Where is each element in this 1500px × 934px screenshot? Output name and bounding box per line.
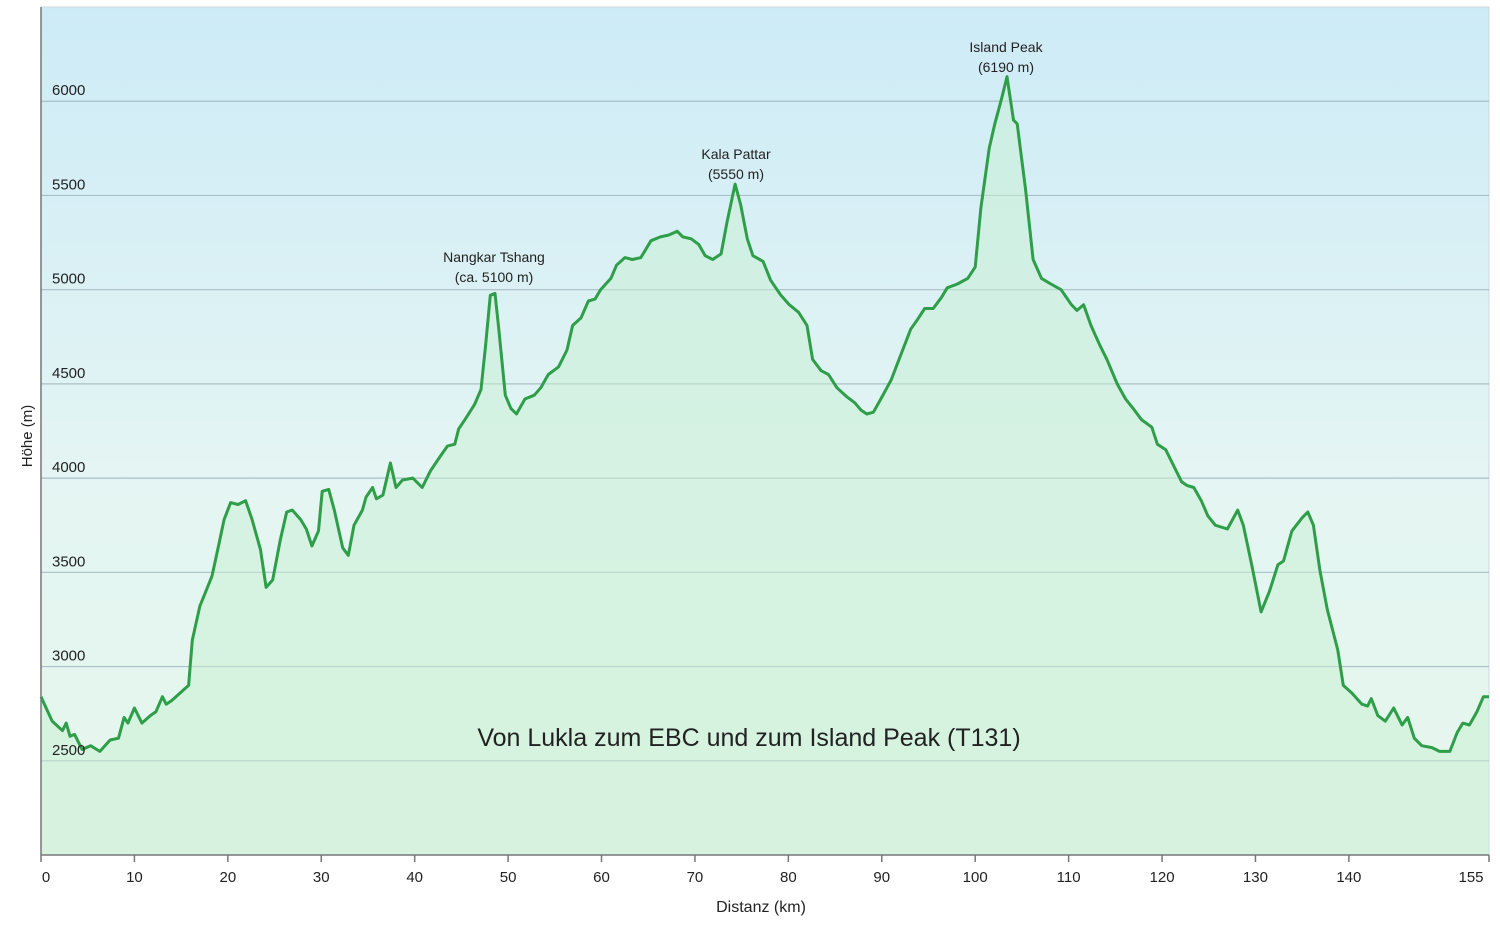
x-tick-label: 110	[1057, 869, 1081, 886]
y-tick-label: 5000	[52, 271, 85, 288]
annotation: Island Peak	[969, 39, 1043, 55]
labels: 2500 3000 3500 4000 4500 5000 5500 6000 0 10 20 30 4…	[40, 39, 1490, 886]
series	[39, 75, 1489, 855]
x-tick-label: 130	[1243, 869, 1268, 886]
x-tick-label: 90	[873, 869, 890, 886]
x-tick-label: 20	[219, 869, 236, 886]
area-fill	[41, 76, 1489, 855]
x-axis-label: Distanz (km)	[716, 899, 806, 916]
x-tick-label: 80	[780, 869, 797, 886]
x-tick-label: 155	[1458, 869, 1483, 886]
annotation: Kala Pattar	[701, 146, 771, 162]
line	[39, 75, 1489, 753]
y-tick-label: 3500	[52, 553, 85, 570]
x-tick-label: 10	[126, 869, 143, 886]
chart-title: Von Lukla zum EBC und zum Island Peak (T…	[477, 724, 1020, 752]
y-tick-label: 4000	[52, 459, 85, 476]
x-tick-label: 0	[42, 869, 50, 886]
y-tick-label: 4500	[52, 365, 85, 382]
annotation: (5550 m)	[708, 166, 764, 182]
x-tick-label: 60	[593, 869, 610, 886]
y-tick-label: 2500	[52, 742, 85, 759]
annotation: Nangkar Tshang	[443, 249, 545, 265]
x-tick-label: 40	[406, 869, 423, 886]
x-tick-label: 140	[1336, 869, 1361, 886]
annotation: (6190 m)	[978, 59, 1034, 75]
annotation: (ca. 5100 m)	[455, 269, 534, 285]
y-axis-label: Höhe (m)	[19, 405, 36, 468]
x-tick-label: 30	[313, 869, 330, 886]
y-tick-label: 3000	[52, 648, 85, 665]
x-tick-label: 50	[500, 869, 517, 886]
y-tick-label: 5500	[52, 176, 85, 193]
x-tick-label: 70	[687, 869, 704, 886]
x-tick-label: 100	[963, 869, 988, 886]
x-tick-label: 120	[1150, 869, 1175, 886]
y-tick-label: 6000	[52, 82, 85, 99]
